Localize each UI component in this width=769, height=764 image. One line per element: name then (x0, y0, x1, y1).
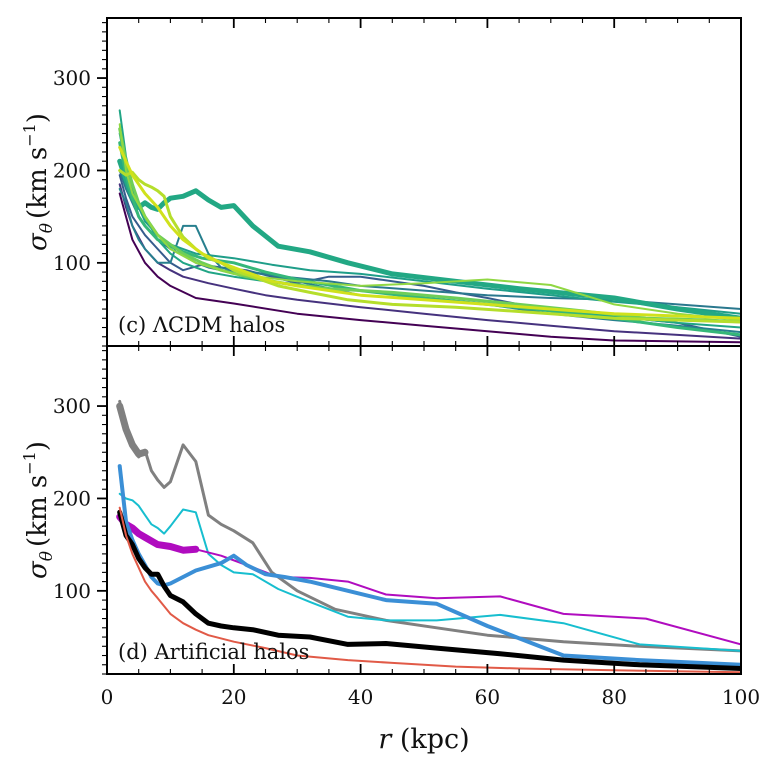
panel-d: 100 200 300 0 20 40 60 80 100 (d) Artificial hal… (20, 345, 760, 755)
y-tick-label: 100 (53, 251, 91, 275)
series-line-halo-4 (118, 187, 741, 334)
panel-c-ylabel: σθ(km s−1) (20, 113, 57, 251)
x-tick-label: 20 (221, 685, 246, 709)
series-line-grey (118, 399, 741, 653)
series-line-blue (117, 464, 741, 667)
x-tick-label: 60 (475, 685, 500, 709)
y-tick-label: 100 (53, 579, 91, 603)
series-line-halo-8 (117, 158, 741, 321)
y-tick-label: 300 (53, 66, 91, 90)
x-tick-label: 80 (601, 685, 626, 709)
panel-d-label: (d) Artificial halos (118, 640, 309, 664)
panel-c-series (117, 109, 741, 344)
series-line-halo-5 (118, 169, 741, 310)
x-tick-label: 40 (348, 685, 373, 709)
panel-c: 100 200 300 (c) ΛCDM halos σθ(km s−1) (20, 17, 742, 347)
panel-c-label: (c) ΛCDM halos (118, 313, 285, 337)
series-line-halo-13 (118, 145, 741, 320)
series-line-black (117, 509, 741, 671)
x-axis-label: r (kpc) (378, 724, 469, 755)
panel-d-frame (106, 345, 742, 675)
series-line-cyan (118, 492, 741, 652)
series-line-grey-band (116, 402, 149, 458)
y-tick-label: 200 (53, 486, 91, 510)
x-tick-label: 0 (101, 685, 114, 709)
x-tick-label: 100 (722, 685, 760, 709)
series-line-halo-10 (118, 127, 741, 324)
series-line-red (118, 506, 741, 674)
panel-d-series (116, 399, 741, 674)
series-line-halo-9 (118, 141, 741, 337)
y-tick-label: 200 (53, 158, 91, 182)
y-tick-label: 300 (53, 394, 91, 418)
series-line-halo-1 (118, 192, 741, 344)
panel-d-ylabel: σθ(km s−1) (20, 441, 57, 579)
